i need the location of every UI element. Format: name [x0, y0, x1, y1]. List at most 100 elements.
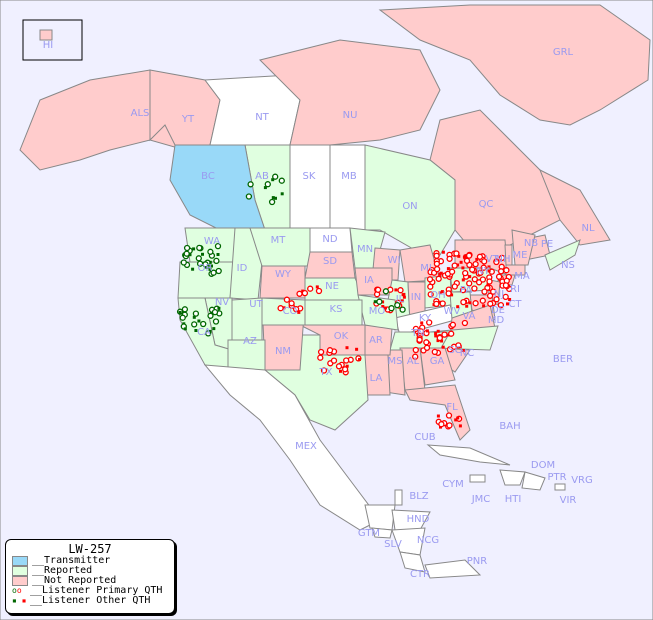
listener-primary-qth: [490, 288, 497, 295]
listener-other-qth: [192, 315, 196, 319]
region-label-va: VA: [462, 311, 475, 322]
region-label-pnr: PNR: [467, 556, 488, 567]
listener-primary-qth: [493, 258, 500, 266]
region-label-ny: NY: [476, 266, 490, 277]
listener-primary-qth: [486, 278, 493, 285]
legend-title: LW-257: [68, 542, 112, 556]
region-label-in: IN: [411, 292, 421, 303]
listener-primary-qth: [205, 330, 212, 337]
listener-other-qth: [459, 260, 463, 264]
listener-primary-qth: [459, 286, 467, 294]
legend-transmitter: __Transmitter: [6, 556, 174, 566]
listener-primary-qth: [376, 298, 383, 305]
listener-other-qth: [441, 345, 445, 349]
listener-primary-qth: [195, 255, 202, 262]
listener-primary-qth: [477, 269, 484, 276]
legend-not-reported: __Not Reported: [6, 576, 174, 586]
region-label-gtm: GTM: [358, 528, 380, 539]
listener-primary-qth: [439, 300, 446, 307]
listener-primary-qth: [388, 305, 395, 312]
listener-other-qth: [183, 327, 187, 331]
listener-other-qth: [450, 293, 454, 297]
listener-primary-qth: [181, 306, 189, 313]
listener-primary-qth: [427, 291, 434, 298]
listener-other-qth: [456, 416, 460, 420]
listener-primary-qth: [394, 301, 401, 309]
region-label-ctr: CTR: [410, 569, 430, 580]
region-label-jmc: JMC: [471, 494, 491, 505]
region-label-wi: WI: [388, 255, 401, 266]
legend-label: __Transmitter: [32, 555, 111, 566]
listener-primary-qth: [183, 250, 190, 257]
region-label-grl: GRL: [553, 47, 574, 58]
listener-other-qth: [439, 271, 443, 275]
listener-primary-qth: [268, 198, 276, 206]
listener-other-qth: [446, 267, 450, 271]
listener-primary-qth: [503, 267, 510, 274]
listener-other-qth: [384, 306, 387, 310]
listener-primary-qth: [448, 268, 456, 275]
listener-primary-qth: [330, 357, 338, 364]
region-ns: [544, 239, 581, 271]
listener-primary-qth: [433, 252, 440, 259]
legend: LW-257 __Transmitter __Reported __Not Re…: [5, 539, 175, 614]
region-label-nu: NU: [343, 110, 358, 121]
region-label-nc: NC: [460, 348, 474, 359]
listener-primary-qth: [317, 354, 324, 361]
listener-primary-qth: [317, 348, 325, 356]
listener-primary-qth: [462, 269, 469, 277]
region-hti: [499, 469, 526, 486]
listener-primary-qth: [433, 265, 441, 273]
listener-primary-qth: [438, 421, 445, 428]
listener-other-qth: [438, 291, 442, 295]
listener-primary-qth: [433, 300, 440, 308]
listener-primary-qth: [479, 276, 487, 283]
region-ptr: [554, 483, 566, 491]
listener-primary-qth: [493, 296, 500, 303]
listener-other-qth: [263, 186, 267, 190]
region-label-or: OR: [198, 263, 213, 274]
listener-other-qth: [506, 302, 509, 306]
listener-primary-qth: [412, 346, 419, 354]
region-label-als: ALS: [131, 108, 150, 119]
listener-primary-qth: [486, 292, 494, 299]
listener-other-qth: [436, 339, 440, 343]
region-label-ncg: NCG: [417, 535, 439, 546]
listener-other-qth: [420, 321, 424, 325]
region-label-slv: SLV: [384, 539, 402, 550]
listener-primary-qth: [472, 300, 479, 307]
region-label-sk: SK: [303, 171, 316, 182]
listener-other-qth: [192, 247, 196, 251]
listener-primary-qth: [471, 285, 478, 292]
region-label-mn: MN: [357, 244, 373, 255]
region-label-nt: NT: [255, 112, 269, 123]
region-label-nb: NB: [524, 238, 538, 249]
region-slv: [371, 527, 393, 539]
listener-other-qth: [178, 310, 182, 314]
listener-primary-qth: [416, 336, 423, 343]
region-label-md: MD: [488, 315, 505, 326]
listener-primary-qth: [495, 273, 503, 280]
listener-other-qth: [463, 254, 467, 258]
region-label-vrg: VRG: [571, 475, 593, 486]
listener-other-qth: [197, 319, 201, 323]
listener-other-qth: [438, 300, 442, 304]
region-label-nm: NM: [275, 346, 291, 357]
listener-other-qth: [434, 334, 438, 338]
region-fl: [404, 384, 471, 441]
region-label-ri: RI: [510, 284, 520, 295]
region-label-ptr: PTR: [547, 472, 566, 483]
listener-primary-qth: [417, 328, 425, 335]
listener-other-qth: [402, 295, 406, 299]
listener-other-qth: [358, 357, 361, 361]
not-reported-swatch: [12, 576, 28, 586]
listener-primary-qth: [183, 244, 191, 252]
listener-primary-qth: [283, 296, 291, 303]
region-label-wa: WA: [204, 236, 220, 247]
listener-other-qth: [274, 196, 277, 200]
listener-primary-qth: [455, 342, 462, 349]
region-id: [229, 227, 263, 301]
listener-primary-qth: [214, 242, 222, 250]
region-label-hi: HI: [43, 40, 53, 51]
